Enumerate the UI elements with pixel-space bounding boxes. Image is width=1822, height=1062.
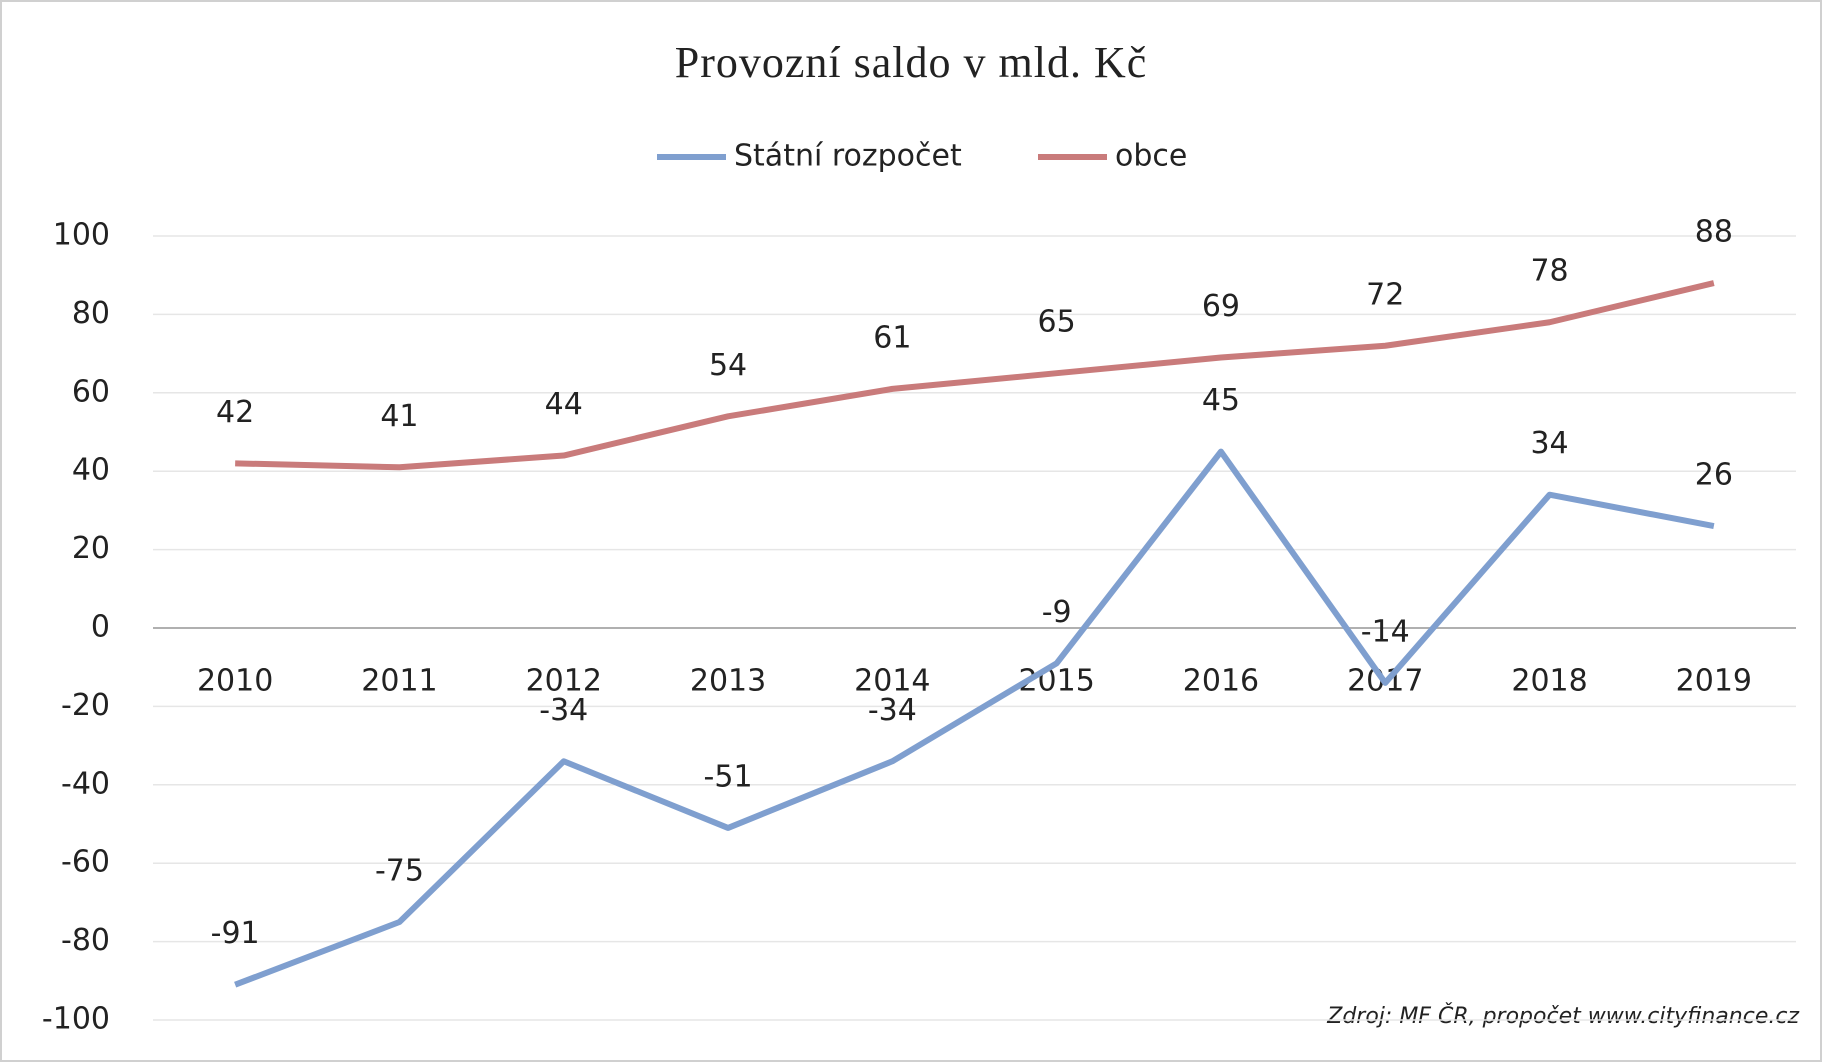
data-label: 88	[1695, 215, 1733, 250]
chart-title: Provozní saldo v mld. Kč	[675, 38, 1148, 87]
y-tick-label: 80	[72, 296, 110, 331]
x-tick-label: 2018	[1511, 664, 1587, 699]
data-label: -9	[1042, 595, 1072, 630]
data-label: 72	[1366, 277, 1404, 312]
x-tick-label: 2013	[690, 664, 766, 699]
legend-label: obce	[1115, 139, 1187, 174]
y-tick-label: 40	[72, 453, 110, 488]
y-tick-label: -80	[61, 923, 110, 958]
y-tick-label: 60	[72, 374, 110, 409]
data-label: 69	[1202, 289, 1240, 324]
series-line	[234, 448, 1715, 988]
data-label: 44	[545, 387, 583, 422]
y-tick-label: -20	[61, 688, 110, 723]
y-tick-label: -60	[61, 845, 110, 880]
data-label: 26	[1695, 458, 1733, 493]
y-tick-label: 0	[91, 610, 110, 645]
data-label: 61	[873, 320, 911, 355]
data-label: -91	[211, 916, 260, 951]
data-label: 78	[1530, 254, 1568, 289]
y-tick-label: -100	[42, 1002, 110, 1037]
x-tick-label: 2014	[854, 664, 930, 699]
data-label: 34	[1530, 426, 1568, 461]
y-tick-label: -40	[61, 766, 110, 801]
data-label: 54	[709, 348, 747, 383]
source-note: Zdroj: MF ČR, propočet www.cityfinance.c…	[1326, 1003, 1799, 1029]
data-label: -51	[704, 759, 753, 794]
legend-label: Státní rozpočet	[734, 139, 962, 174]
data-label: -75	[375, 854, 424, 889]
data-label: 45	[1202, 383, 1240, 418]
x-tick-label: 2010	[197, 664, 273, 699]
x-tick-label: 2016	[1183, 664, 1259, 699]
data-label: 41	[380, 399, 418, 434]
data-label: -34	[868, 693, 917, 728]
data-label: 42	[216, 395, 254, 430]
data-label: -34	[539, 693, 588, 728]
y-tick-label: 100	[53, 218, 110, 253]
data-label: -14	[1361, 614, 1410, 649]
x-tick-label: 2011	[361, 664, 437, 699]
x-tick-label: 2012	[526, 664, 602, 699]
series-line	[235, 280, 1715, 471]
x-tick-label: 2019	[1676, 664, 1752, 699]
y-tick-label: 20	[72, 531, 110, 566]
data-label: 65	[1038, 305, 1076, 340]
